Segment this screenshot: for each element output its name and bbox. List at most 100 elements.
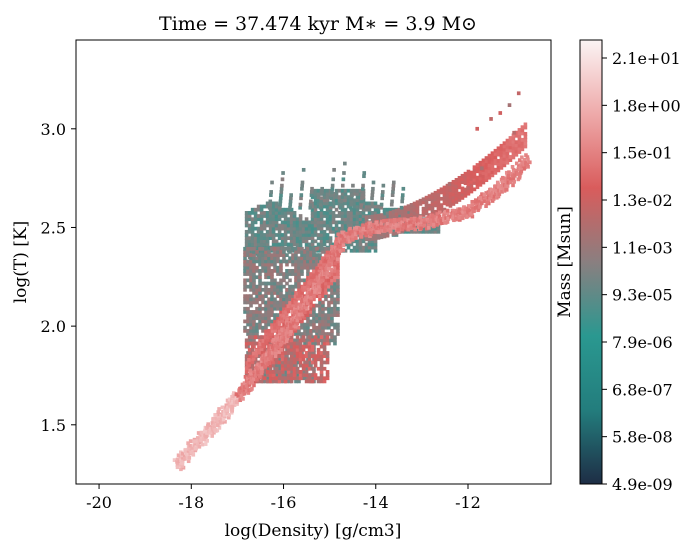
density-cell (517, 140, 522, 145)
density-cell (309, 306, 313, 311)
density-cell (247, 217, 252, 222)
density-cell (504, 177, 509, 181)
density-cell (261, 246, 265, 251)
density-cell (307, 242, 312, 247)
density-cell (520, 131, 525, 136)
density-cell (276, 259, 280, 264)
density-cell (328, 207, 333, 212)
density-cell (289, 207, 294, 212)
density-cell (315, 253, 319, 257)
density-cell (518, 166, 523, 170)
density-cell (318, 205, 323, 210)
density-cell (256, 217, 261, 222)
density-cell (322, 198, 327, 203)
density-cell (274, 239, 279, 244)
density-cell (268, 344, 272, 348)
density-cell (318, 310, 322, 314)
density-cell (316, 347, 321, 352)
density-cell (319, 236, 324, 240)
density-cell (259, 371, 264, 376)
density-cell (514, 130, 519, 135)
density-cell (264, 322, 268, 327)
density-cell (427, 229, 432, 234)
density-cell (262, 347, 267, 352)
density-cell (327, 294, 331, 299)
density-cell (295, 239, 300, 244)
density-cell (297, 281, 301, 286)
density-cell (309, 246, 313, 251)
density-cell (292, 341, 297, 346)
density-cell (313, 214, 318, 218)
density-cell (256, 204, 261, 209)
density-cell (437, 210, 442, 215)
density-cell (454, 187, 459, 192)
density-cell (310, 242, 315, 247)
density-cell (270, 287, 274, 292)
density-cell (279, 269, 283, 273)
density-cell (386, 225, 391, 229)
density-cell (259, 242, 264, 247)
density-cell (408, 220, 412, 225)
density-cell (373, 201, 378, 206)
density-cell (330, 328, 334, 333)
colorbar-tick-label: 1.5e-01 (612, 144, 673, 163)
density-cell (343, 242, 348, 247)
density-cell (306, 325, 310, 330)
density-cell (330, 287, 334, 292)
density-cell (249, 300, 253, 305)
density-cell (318, 316, 322, 321)
density-cell (306, 332, 310, 336)
density-cell (380, 196, 384, 201)
density-cell (478, 176, 483, 181)
density-cell (458, 218, 462, 222)
density-cell (336, 300, 340, 305)
density-cell (263, 335, 268, 340)
density-cell (499, 150, 504, 154)
density-cell (318, 262, 323, 267)
density-cell (322, 188, 327, 193)
density-cell (334, 223, 339, 228)
density-cell (309, 259, 313, 264)
density-cell (247, 239, 252, 244)
density-cell (364, 207, 369, 212)
density-cell (194, 443, 198, 448)
density-cell (280, 226, 285, 231)
density-cell (256, 214, 261, 218)
density-cell (340, 214, 345, 218)
density-cell (373, 242, 378, 247)
density-cell (289, 347, 294, 352)
density-cell (399, 205, 404, 210)
density-cell (264, 313, 268, 317)
density-cell (325, 370, 330, 374)
density-cell (262, 242, 267, 247)
density-cell (283, 207, 288, 212)
density-cell (268, 214, 273, 218)
density-cell (324, 284, 328, 289)
density-cell (254, 353, 259, 358)
density-cell (336, 278, 340, 283)
density-cell (324, 313, 328, 317)
density-cell (298, 338, 303, 343)
colorbar-tick-label: 2.1e+01 (612, 49, 681, 68)
density-cell (244, 236, 249, 240)
density-cell (259, 229, 264, 234)
density-cell (196, 431, 201, 435)
density-cell (307, 351, 312, 355)
density-cell (437, 218, 441, 223)
density-cell (285, 291, 289, 295)
density-cell (297, 262, 301, 267)
density-cell (313, 223, 318, 228)
density-cell (320, 278, 324, 283)
density-cell (336, 332, 340, 336)
density-cell (262, 204, 267, 209)
density-cell (247, 383, 252, 387)
density-cell (298, 376, 303, 381)
density-cell (478, 160, 483, 165)
density-cell (327, 319, 331, 324)
density-cell (279, 278, 283, 283)
density-cell (255, 328, 259, 333)
density-cell (333, 335, 337, 340)
density-cell (448, 194, 453, 199)
density-cell (333, 256, 337, 261)
density-cell (199, 438, 203, 443)
